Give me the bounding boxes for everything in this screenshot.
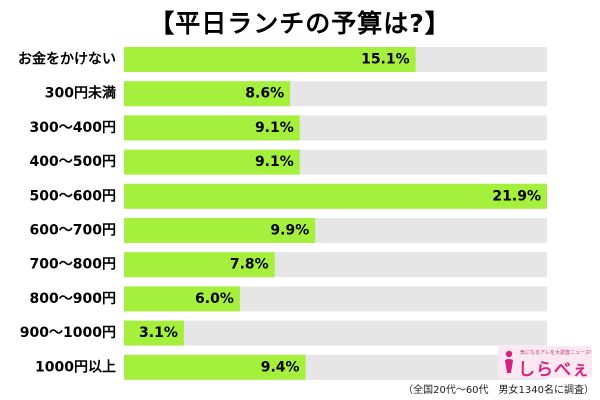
- value-label: 9.9%: [270, 223, 309, 239]
- shirabee-logo: 気になるアレを大調査ニュース! しらべぇ: [498, 346, 592, 378]
- logo-tagline: 気になるアレを大調査ニュース!: [520, 350, 592, 356]
- bar-background: [124, 320, 547, 346]
- category-label: 900〜1000円: [20, 325, 116, 341]
- bar: [124, 149, 300, 175]
- bar: [124, 115, 300, 141]
- category-label: お金をかけない: [18, 51, 116, 68]
- bar: [124, 47, 416, 72]
- bar: [124, 354, 306, 380]
- value-label: 9.1%: [255, 154, 294, 170]
- bar: [124, 252, 275, 278]
- value-label: 7.8%: [230, 257, 269, 273]
- value-label: 6.0%: [195, 291, 234, 307]
- value-label: 15.1%: [361, 52, 410, 68]
- bar: [124, 218, 316, 243]
- logo-mark-icon: [505, 350, 513, 373]
- chart-title: 【平日ランチの予算は?】: [149, 9, 451, 38]
- value-label: 3.1%: [139, 325, 178, 341]
- survey-footnote: （全国20代〜60代 男女1340名に調査）: [403, 385, 594, 396]
- value-label: 9.4%: [261, 359, 300, 375]
- logo-brand: しらべぇ: [518, 360, 590, 378]
- category-label: 300〜400円: [30, 120, 116, 136]
- category-label: 500〜600円: [30, 188, 116, 204]
- value-label: 9.1%: [255, 120, 294, 136]
- bar: [124, 320, 184, 346]
- category-label: 300円未満: [45, 85, 116, 102]
- category-label: 400〜500円: [30, 154, 116, 170]
- bar: [124, 286, 240, 312]
- category-label: 800〜900円: [30, 291, 116, 307]
- category-label: 700〜800円: [30, 257, 116, 273]
- bar: [124, 81, 291, 107]
- bars-layer: お金をかけない 15.1% 300円未満 8.6% 300〜400円 9.1% 400〜50…: [18, 47, 547, 380]
- bar: [124, 183, 547, 209]
- category-label: 600〜700円: [30, 223, 116, 239]
- value-label: 21.9%: [492, 188, 541, 204]
- value-label: 8.6%: [245, 86, 284, 102]
- category-label: 1000円以上: [35, 359, 116, 375]
